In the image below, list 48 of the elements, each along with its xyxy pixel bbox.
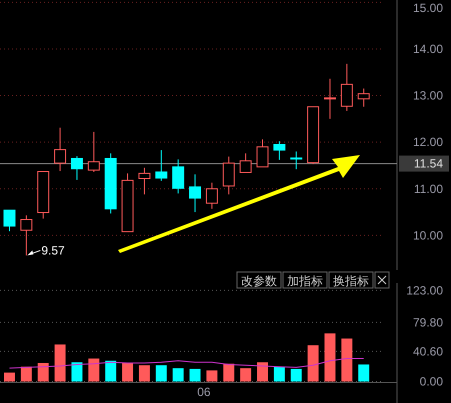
bar bbox=[240, 368, 252, 382]
bar bbox=[105, 360, 116, 382]
bar bbox=[324, 333, 336, 382]
candlestick bbox=[290, 150, 302, 170]
y-tick-label: 11.00 bbox=[414, 182, 444, 196]
bar bbox=[308, 345, 319, 382]
bar bbox=[4, 372, 15, 382]
candlestick bbox=[206, 182, 218, 210]
annotation: 9.57 bbox=[41, 243, 66, 258]
bar bbox=[122, 362, 134, 382]
candlestick bbox=[189, 174, 202, 213]
bar bbox=[38, 362, 49, 382]
x-tick-label: 06 bbox=[197, 385, 211, 399]
annotation: 换指标 bbox=[333, 274, 369, 288]
candlestick bbox=[324, 78, 336, 120]
y-tick-label: 0.00 bbox=[420, 374, 444, 388]
y-tick-label: 14.00 bbox=[412, 42, 444, 56]
y-tick-label: 13.00 bbox=[412, 88, 444, 103]
bar bbox=[223, 364, 234, 382]
bar bbox=[190, 368, 201, 382]
y-tick-label: 10.00 bbox=[412, 228, 444, 242]
annotation: 加指标 bbox=[287, 274, 323, 288]
y-tick-label: 15.00 bbox=[412, 1, 444, 15]
y-tick-label: 79.80 bbox=[412, 315, 444, 330]
bar bbox=[358, 364, 370, 382]
candlestick bbox=[273, 140, 286, 160]
bar bbox=[341, 338, 352, 382]
candlestick bbox=[54, 127, 66, 172]
annotation: 改参数 bbox=[241, 274, 277, 288]
ref-line-label: 11.54 bbox=[414, 156, 444, 171]
bar bbox=[257, 362, 268, 382]
bar bbox=[290, 368, 302, 382]
candlestick bbox=[222, 156, 235, 195]
bar bbox=[156, 365, 167, 382]
line-series bbox=[8, 358, 364, 369]
bar bbox=[138, 365, 150, 382]
y-tick-label: 12.00 bbox=[412, 135, 444, 150]
candlestick bbox=[138, 167, 150, 195]
bar bbox=[20, 366, 32, 382]
y-tick-label: 40.60 bbox=[412, 344, 444, 358]
bar bbox=[54, 344, 66, 382]
candlestick bbox=[155, 150, 168, 182]
bar bbox=[274, 366, 285, 382]
bar bbox=[71, 362, 82, 382]
y-tick-label: 123.00 bbox=[406, 283, 444, 298]
bar bbox=[206, 370, 218, 382]
bar bbox=[88, 358, 100, 382]
bar bbox=[172, 368, 184, 382]
